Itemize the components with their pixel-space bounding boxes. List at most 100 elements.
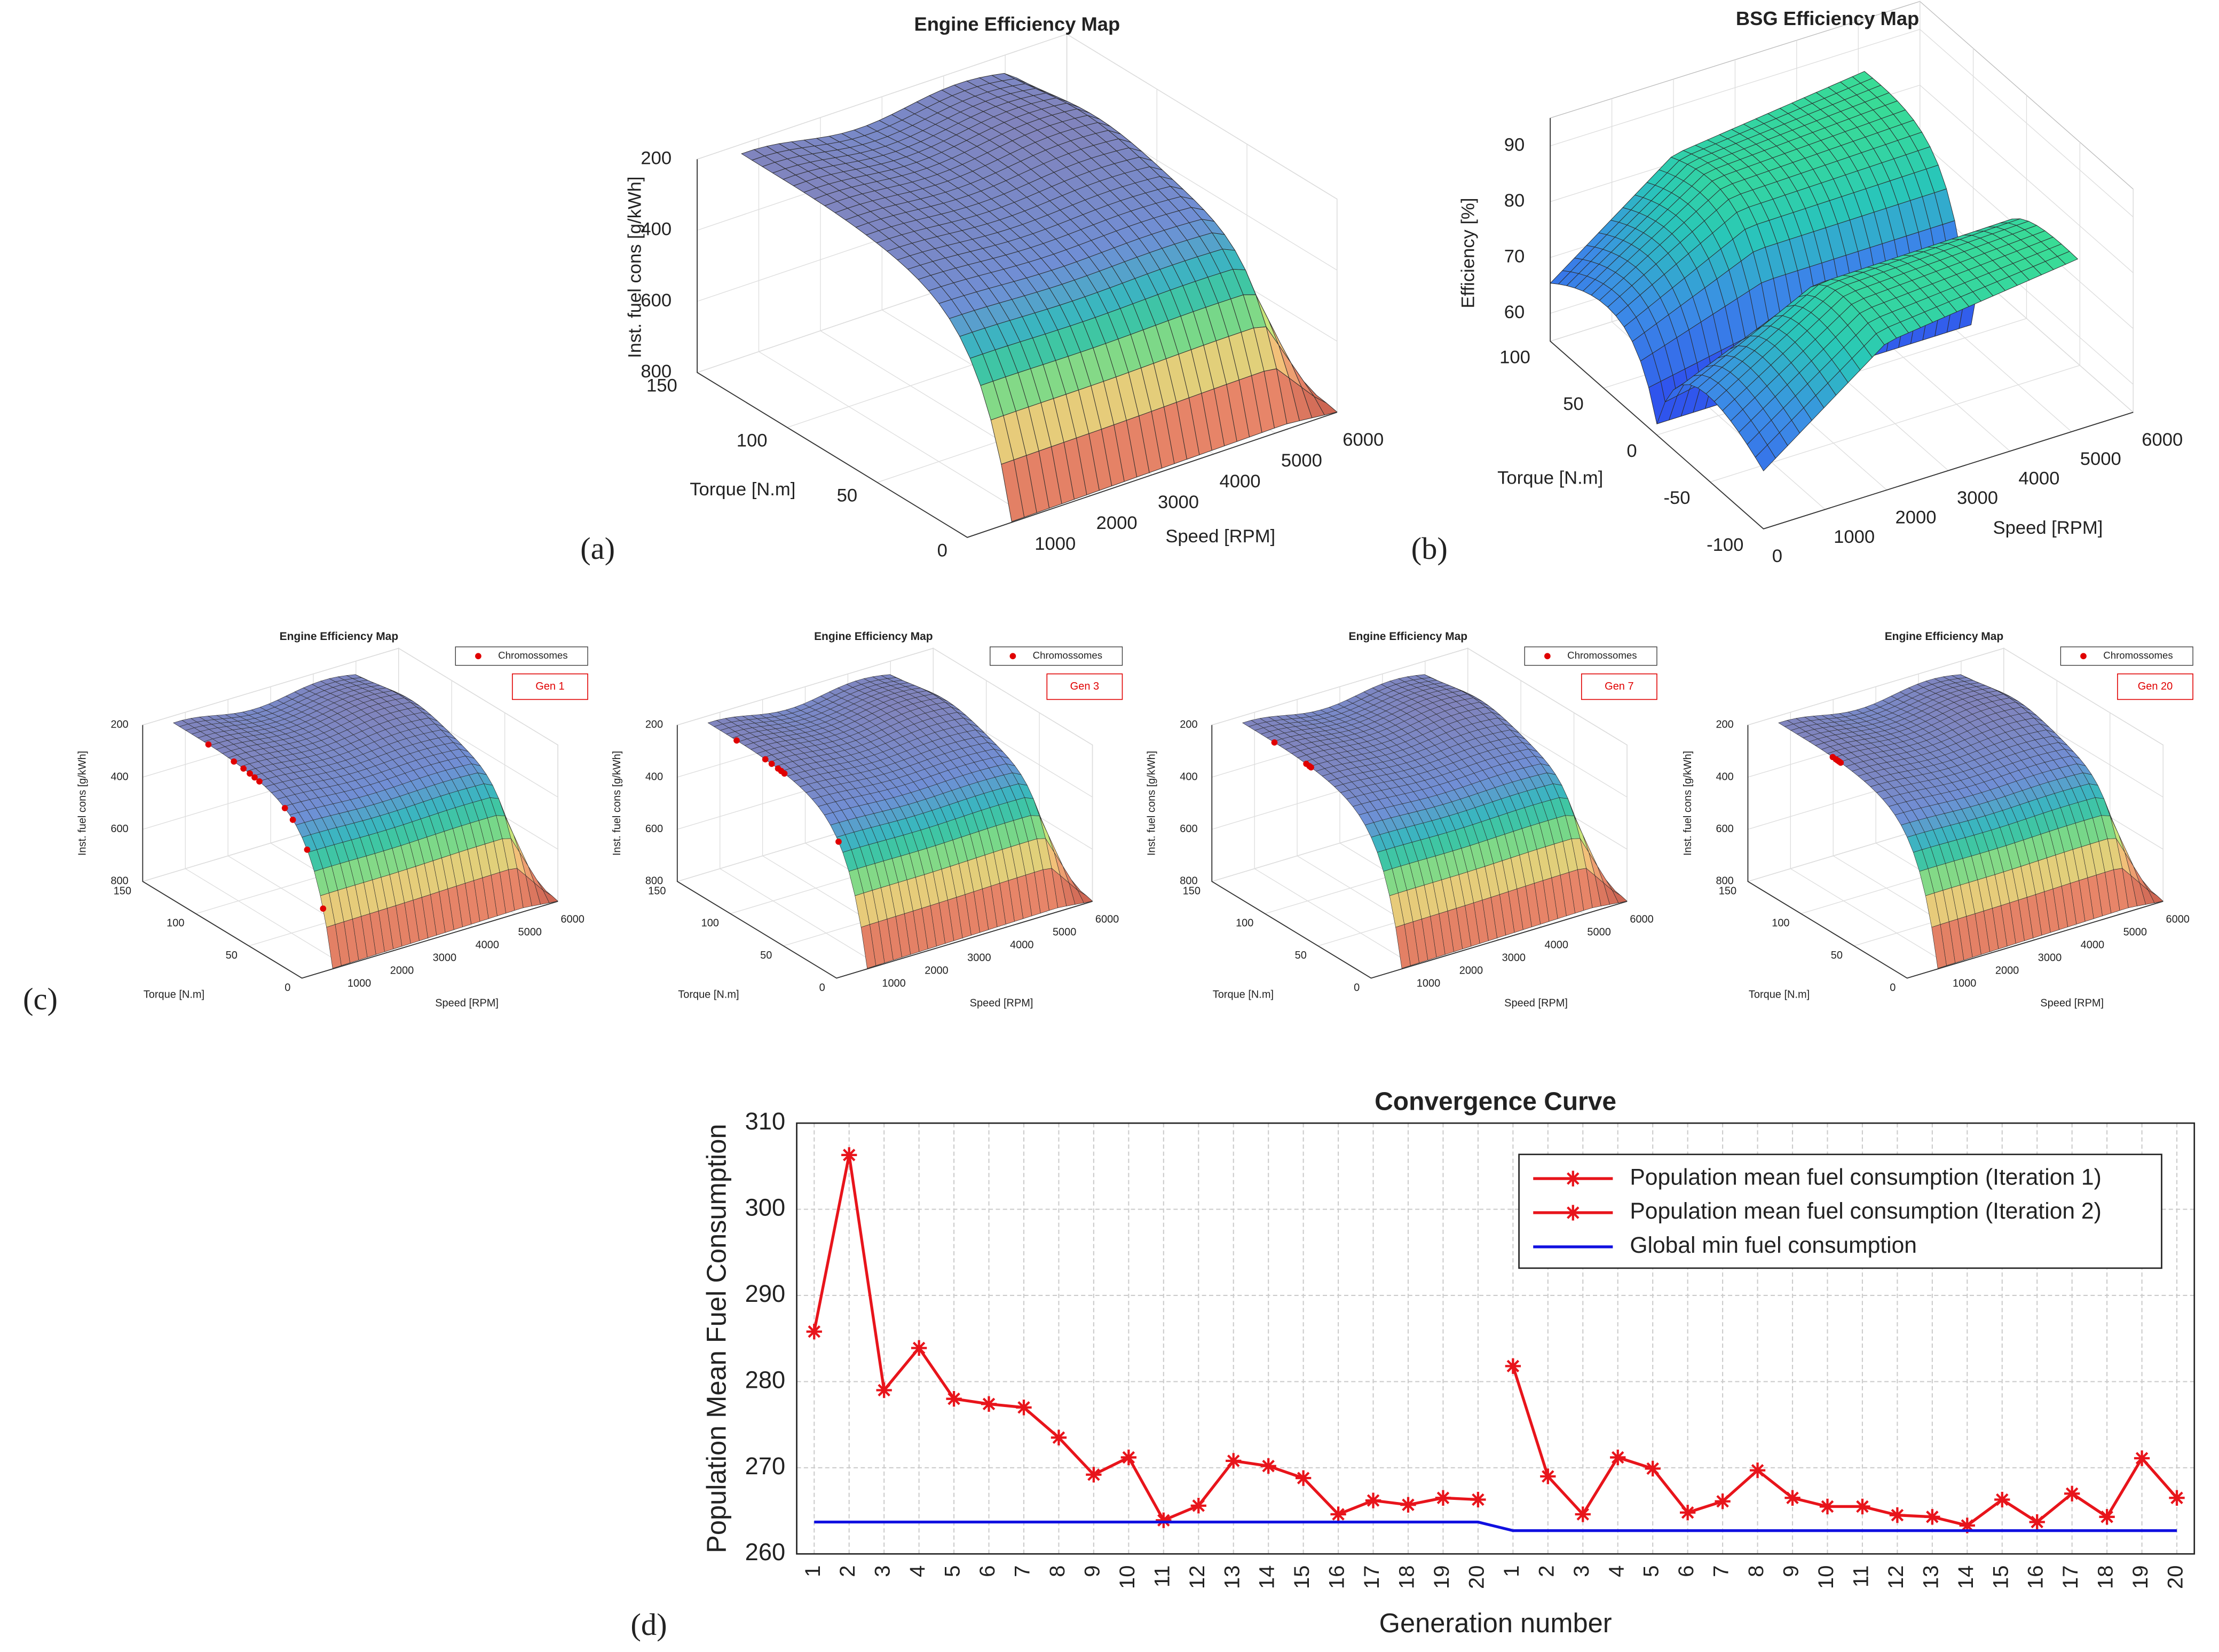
z-tick-label: 600 xyxy=(645,823,663,835)
x-tick-label: 6000 xyxy=(2142,430,2183,450)
x-tick-label: 3000 xyxy=(1158,492,1199,512)
grid-line xyxy=(1710,142,2081,483)
x-tick-label: 10 xyxy=(1814,1566,1838,1589)
x-tick-label: 4000 xyxy=(1219,471,1260,492)
x-tick-label: 3 xyxy=(871,1566,895,1577)
x-tick-label: 4000 xyxy=(2018,469,2059,489)
x-tick-label: 19 xyxy=(2129,1566,2152,1589)
y-tick-label: 50 xyxy=(1831,950,1843,961)
y-tick-label: 260 xyxy=(745,1538,786,1566)
data-point xyxy=(1086,1467,1102,1483)
y-tick-label: 0 xyxy=(1890,982,1896,993)
x-tick-label: 5000 xyxy=(1587,927,1610,938)
y-tick-label: 100 xyxy=(701,918,719,929)
x-tick-label: 3000 xyxy=(2038,952,2062,963)
axis-line xyxy=(1550,118,2134,529)
data-point xyxy=(2029,1514,2045,1530)
x-tick-label: 5 xyxy=(941,1566,965,1577)
legend-label: Chromossomes xyxy=(2103,650,2173,661)
z-tick-label: 200 xyxy=(110,719,128,731)
y-tick-label: 50 xyxy=(1563,394,1584,414)
data-point xyxy=(806,1324,822,1340)
y-tick-label: 150 xyxy=(1183,885,1201,897)
chart-title: Convergence Curve xyxy=(1375,1088,1616,1116)
x-tick-label: 1000 xyxy=(882,977,905,989)
x-tick-label: 5 xyxy=(1640,1566,1663,1577)
chromosome-dot xyxy=(256,778,263,785)
legend-label: Chromossomes xyxy=(1567,650,1637,661)
x-axis-label: Speed [RPM] xyxy=(970,998,1033,1009)
legend-label: Population mean fuel consumption (Iterat… xyxy=(1630,1198,2101,1224)
x-tick-label: 8 xyxy=(1046,1566,1069,1577)
data-point xyxy=(1575,1506,1591,1522)
z-tick-label: 800 xyxy=(641,361,672,382)
legend-marker xyxy=(1544,653,1551,660)
surface-plot: 60708090-100-500501000100020003000400050… xyxy=(1458,1,2183,566)
x-tick-label: 6 xyxy=(1675,1566,1698,1577)
z-tick-label: 400 xyxy=(110,771,128,782)
x-tick-label: 2000 xyxy=(1459,965,1483,976)
x-tick-label: 18 xyxy=(2094,1566,2118,1589)
y-tick-label: 150 xyxy=(1719,885,1736,897)
z-tick-label: 200 xyxy=(1716,719,1733,731)
x-tick-label: 3000 xyxy=(1502,952,1526,963)
y-tick-label: 0 xyxy=(1354,982,1360,993)
x-tick-label: 5000 xyxy=(2123,927,2147,938)
axis-line xyxy=(697,159,1337,538)
x-tick-label: 15 xyxy=(1290,1566,1314,1589)
x-tick-label: 4000 xyxy=(1010,939,1033,951)
x-tick-label: 16 xyxy=(1325,1566,1349,1589)
chromosome-dot xyxy=(281,805,288,811)
chromosome-dot xyxy=(781,770,788,777)
z-tick-label: 600 xyxy=(110,823,128,835)
y-tick-label: 50 xyxy=(837,486,858,506)
y-axis-label: Torque [N.m] xyxy=(1497,468,1603,488)
x-tick-label: 4000 xyxy=(2081,939,2104,951)
x-axis-label: Speed [RPM] xyxy=(1165,526,1275,547)
y-tick-label: 150 xyxy=(114,885,131,897)
y-tick-label: 100 xyxy=(737,431,768,451)
x-tick-label: 5000 xyxy=(2080,449,2121,469)
annotation: Gen 20 xyxy=(2138,681,2173,692)
y-tick-label: 100 xyxy=(1499,347,1530,367)
data-point xyxy=(1679,1505,1696,1521)
y-tick-label: 310 xyxy=(745,1108,786,1135)
panel-label: (b) xyxy=(1411,531,1448,566)
legend-marker xyxy=(475,653,481,660)
z-tick-label: 600 xyxy=(641,290,672,311)
z-tick-label: 400 xyxy=(645,771,663,782)
annotation: Gen 7 xyxy=(1605,681,1633,692)
x-axis-label: Generation number xyxy=(1379,1608,1612,1638)
chromosome-dot xyxy=(231,758,238,765)
x-tick-label: 1 xyxy=(1500,1566,1523,1577)
x-tick-label: 4000 xyxy=(476,939,499,951)
x-tick-label: 11 xyxy=(1150,1566,1174,1587)
x-tick-label: 1000 xyxy=(1834,527,1875,547)
chromosome-dot xyxy=(762,756,769,763)
z-axis-label: Inst. fuel cons [g/kWh] xyxy=(611,751,623,856)
y-tick-label: 100 xyxy=(1236,918,1253,929)
chromosome-dot xyxy=(251,774,258,781)
x-tick-label: 2000 xyxy=(1995,965,2019,976)
y-tick-label: 100 xyxy=(167,918,184,929)
x-tick-label: 20 xyxy=(2164,1566,2188,1589)
chart-title: Engine Efficiency Map xyxy=(914,13,1120,35)
y-tick-label: 50 xyxy=(1295,950,1307,961)
y-axis-label: Torque [N.m] xyxy=(690,479,795,500)
annotation: Gen 1 xyxy=(535,681,564,692)
z-tick-label: 60 xyxy=(1504,302,1525,322)
surface-plot: 2004006008000501001501000200030004000500… xyxy=(77,630,588,1009)
legend-label: Population mean fuel consumption (Iterat… xyxy=(1630,1164,2101,1190)
x-tick-label: 1000 xyxy=(1417,977,1440,989)
x-tick-label: 3000 xyxy=(967,952,991,963)
y-tick-label: 270 xyxy=(745,1452,786,1480)
y-axis-label: Torque [N.m] xyxy=(1213,989,1274,1001)
x-tick-label: 16 xyxy=(2024,1566,2048,1589)
x-tick-label: 12 xyxy=(1186,1566,1209,1589)
x-tick-label: 2 xyxy=(1535,1566,1558,1577)
chart-title: Engine Efficiency Map xyxy=(814,630,933,643)
chromosome-dot xyxy=(768,761,775,767)
x-tick-label: 13 xyxy=(1220,1566,1244,1589)
